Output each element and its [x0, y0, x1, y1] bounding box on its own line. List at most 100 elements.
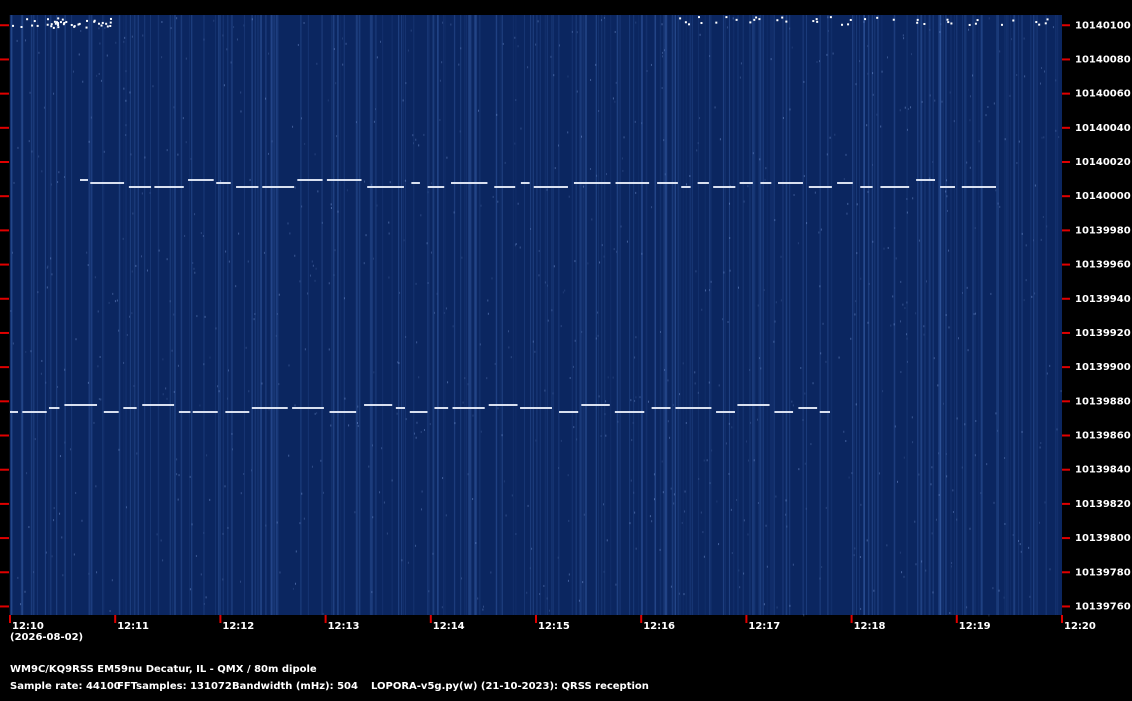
- noise-dot: [389, 181, 391, 184]
- noise-dot: [739, 586, 741, 589]
- carrier-noise: [109, 24, 112, 27]
- noise-dot: [299, 280, 301, 283]
- signal-trace: [716, 411, 735, 413]
- noise-dot: [412, 134, 414, 137]
- noise-dot: [250, 469, 252, 472]
- noise-dot: [872, 72, 874, 75]
- noise-dot: [482, 608, 484, 611]
- y-tick-label: 10139860: [1075, 431, 1131, 442]
- noise-dot: [510, 356, 512, 359]
- noise-dot: [169, 300, 171, 303]
- noise-dot: [434, 311, 436, 314]
- noise-dot: [940, 23, 942, 26]
- noise-dot: [749, 369, 751, 372]
- signal-trace: [251, 407, 288, 409]
- noise-dot: [94, 276, 96, 279]
- noise-dot: [604, 413, 606, 416]
- noise-dot: [185, 57, 187, 60]
- noise-dot: [381, 447, 383, 450]
- noise-dot: [975, 419, 977, 422]
- signal-trace: [178, 411, 191, 413]
- noise-dot: [743, 519, 745, 522]
- carrier-noise: [78, 22, 81, 25]
- noise-dot: [910, 106, 912, 109]
- carrier-noise: [755, 16, 758, 19]
- noise-dot: [131, 35, 133, 38]
- noise-dot: [952, 510, 954, 513]
- station: WM9C/KQ9RSS EM59nu Decatur, IL - QMX / 8…: [10, 664, 317, 675]
- noise-dot: [405, 418, 407, 421]
- noise-dot: [894, 425, 896, 428]
- y-tick-label: 10140080: [1075, 54, 1131, 65]
- noise-dot: [701, 308, 703, 311]
- x-tick-label: 12:15: [538, 621, 570, 632]
- x-tick-label: 12:16: [643, 621, 675, 632]
- noise-dot: [582, 581, 584, 584]
- noise-dot: [416, 421, 418, 424]
- noise-dot: [911, 416, 913, 419]
- noise-dot: [923, 325, 925, 328]
- noise-dot: [634, 356, 636, 359]
- noise-dot: [33, 571, 35, 574]
- carrier-noise: [93, 20, 96, 23]
- noise-dot: [200, 573, 202, 576]
- noise-dot: [878, 472, 880, 475]
- noise-dot: [722, 318, 724, 321]
- noise-dot: [685, 422, 687, 425]
- noise-dot: [654, 498, 656, 501]
- signal-trace: [409, 411, 428, 413]
- noise-dot: [194, 271, 196, 274]
- noise-dot: [826, 53, 828, 56]
- noise-dot: [856, 252, 858, 255]
- signal-trace: [192, 411, 218, 413]
- noise-dot: [189, 588, 191, 591]
- noise-dot: [945, 179, 947, 182]
- noise-dot: [322, 491, 324, 494]
- noise-dot: [405, 335, 407, 338]
- noise-dot: [514, 36, 516, 39]
- noise-dot: [429, 423, 431, 426]
- noise-dot: [41, 359, 43, 362]
- noise-dot: [278, 383, 280, 386]
- noise-dot: [714, 106, 716, 109]
- carrier-noise: [97, 22, 100, 25]
- noise-dot: [929, 177, 931, 180]
- y-tick-label: 10139820: [1075, 499, 1131, 510]
- y-tick-label: 10139840: [1075, 465, 1131, 476]
- noise-dot: [1046, 225, 1048, 228]
- noise-dot: [1049, 568, 1051, 571]
- carrier-noise: [679, 17, 682, 20]
- noise-dot: [427, 282, 429, 285]
- noise-dot: [123, 40, 125, 43]
- noise-dot: [635, 21, 637, 24]
- signal-trace: [697, 182, 709, 184]
- noise-dot: [568, 519, 570, 522]
- carrier-noise: [688, 23, 691, 26]
- noise-dot: [34, 438, 36, 441]
- carrier-noise: [968, 23, 971, 26]
- noise-dot: [196, 315, 198, 318]
- noise-dot: [526, 591, 528, 594]
- noise-dot: [820, 228, 822, 231]
- noise-dot: [278, 293, 280, 296]
- noise-dot: [867, 45, 869, 48]
- carrier-noise: [684, 21, 687, 24]
- noise-dot: [461, 256, 463, 259]
- noise-dot: [314, 279, 316, 282]
- noise-dot: [532, 340, 534, 343]
- noise-dot: [303, 517, 305, 520]
- noise-dot: [848, 476, 850, 479]
- carrier-noise: [12, 24, 15, 27]
- y-tick-label: 10139900: [1075, 362, 1131, 373]
- noise-dot: [412, 142, 414, 145]
- noise-dot: [829, 136, 831, 139]
- noise-dot: [956, 417, 958, 420]
- noise-dot: [446, 156, 448, 159]
- noise-dot: [531, 547, 533, 550]
- noise-dot: [903, 575, 905, 578]
- noise-dot: [243, 24, 245, 27]
- carrier-noise: [61, 18, 64, 21]
- noise-dot: [663, 49, 665, 52]
- noise-dot: [314, 153, 316, 156]
- noise-dot: [827, 16, 829, 19]
